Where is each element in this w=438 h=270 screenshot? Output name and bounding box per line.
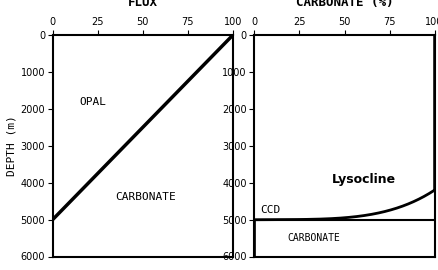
Text: Lysocline: Lysocline: [331, 173, 395, 185]
Text: CARBONATE: CARBONATE: [116, 193, 176, 202]
Y-axis label: DEPTH (m): DEPTH (m): [6, 115, 16, 176]
Title: FLUX: FLUX: [127, 0, 157, 9]
Text: OPAL: OPAL: [80, 96, 106, 107]
Text: CARBONATE: CARBONATE: [286, 233, 339, 243]
Text: CCD: CCD: [259, 205, 279, 215]
Title: CARBONATE (%): CARBONATE (%): [295, 0, 392, 9]
